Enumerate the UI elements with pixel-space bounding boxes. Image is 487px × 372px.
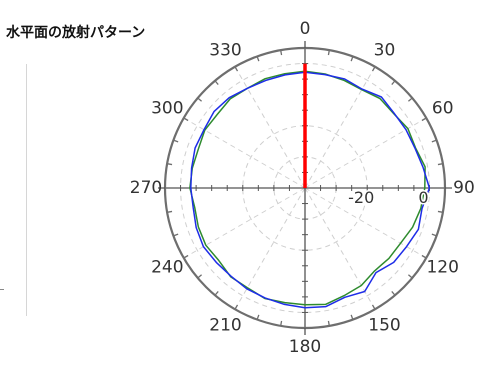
series-1-line (189, 70, 426, 306)
ring-tick (256, 314, 260, 320)
ring-tick (437, 163, 443, 166)
angle-label: 270 (130, 178, 162, 198)
radial-label: -20 (348, 188, 374, 207)
ring-tick (421, 254, 427, 259)
ring-tick (167, 163, 173, 166)
angle-label: 150 (368, 316, 400, 336)
ring-tick (371, 66, 376, 72)
ring-tick (327, 50, 330, 56)
angle-label: 240 (151, 258, 183, 278)
angle-label: 120 (426, 258, 458, 278)
ring-tick (183, 117, 189, 122)
ring-tick (173, 139, 179, 143)
ring-tick (183, 254, 189, 259)
angle-label: 60 (432, 99, 454, 119)
ring-tick (407, 97, 413, 102)
ring-tick (407, 274, 413, 279)
grid-spoke (183, 187, 306, 259)
ring-tick (327, 320, 330, 326)
ring-tick (214, 80, 219, 86)
angle-label: 90 (453, 178, 475, 198)
ring-tick (173, 233, 179, 237)
ring-tick (350, 56, 354, 62)
chart-title: 水平面の放射パターン (6, 25, 146, 41)
ring-tick (167, 210, 173, 213)
series-2-line (190, 71, 431, 309)
ring-tick (350, 314, 354, 320)
ring-tick (256, 56, 260, 62)
ring-tick (371, 304, 376, 310)
ring-tick (421, 117, 427, 122)
angle-label: 180 (289, 337, 321, 357)
ring-tick (391, 80, 396, 86)
ring-tick (431, 139, 437, 143)
angle-label: 330 (209, 40, 241, 60)
ring-tick (391, 290, 396, 296)
ring-tick (197, 97, 203, 102)
grid-spoke (234, 187, 306, 310)
ring-tick (234, 304, 239, 310)
ring-tick (234, 66, 239, 72)
ring-tick (280, 320, 283, 326)
radial-label: 0 (418, 188, 428, 207)
angle-label: 0 (300, 19, 311, 39)
ring-tick (431, 233, 437, 237)
angle-label: 210 (209, 316, 241, 336)
ring-tick (437, 210, 443, 213)
side-panel (0, 64, 27, 316)
series-layer (189, 63, 431, 309)
side-panel-tick (0, 289, 4, 290)
angle-label: 30 (374, 40, 396, 60)
angle-label: 300 (151, 99, 183, 119)
ring-tick (280, 50, 283, 56)
grid-spoke (234, 66, 306, 189)
ring-tick (214, 290, 219, 296)
ring-tick (197, 274, 203, 279)
label-layer: 0 30 60 90 120 150 180 210 240 270 300 330 -20 0 (130, 19, 475, 357)
